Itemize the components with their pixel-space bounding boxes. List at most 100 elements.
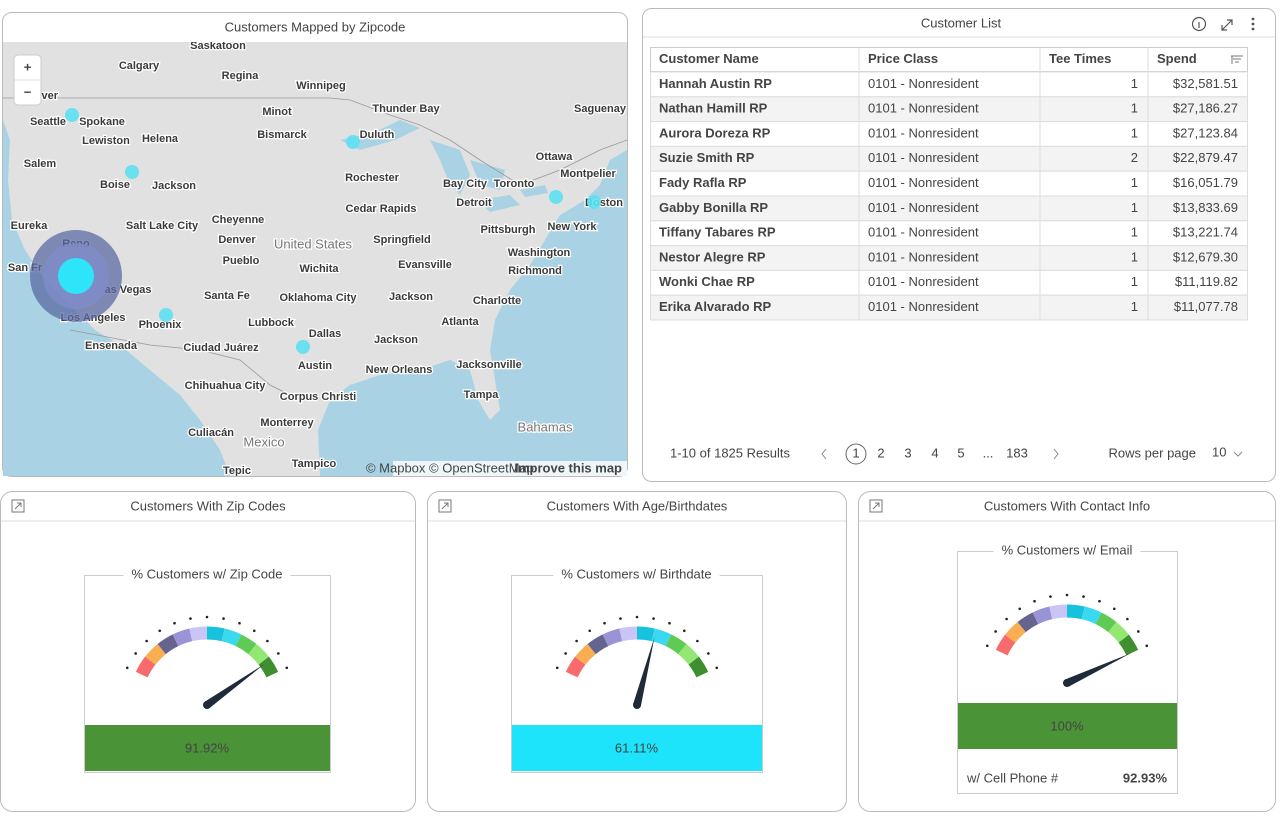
marker[interactable] xyxy=(587,195,601,209)
page-link[interactable]: ... xyxy=(983,445,994,460)
gauge-value: 61.11% xyxy=(615,740,659,755)
needle-hub xyxy=(1063,679,1071,687)
page-link[interactable]: 1 xyxy=(852,445,859,460)
table-cell: 0101 - Nonresident xyxy=(868,225,979,240)
gauge-segment xyxy=(636,626,655,642)
gauge-segment xyxy=(145,643,166,665)
gauge-dot xyxy=(1098,599,1101,603)
gauge-dot xyxy=(125,666,129,670)
list-title: Customer List xyxy=(921,15,1002,30)
expand-icon[interactable] xyxy=(1221,19,1233,31)
city-label: Washington xyxy=(508,247,571,259)
attribution-bg xyxy=(393,461,627,476)
gauge-dot xyxy=(252,629,256,633)
gauge-dot xyxy=(1145,644,1149,648)
gauge-segment xyxy=(678,643,699,665)
gauge-dot xyxy=(145,639,148,643)
city-label: Atlanta xyxy=(441,316,479,328)
land xyxy=(3,42,627,476)
gauge-segment xyxy=(1066,604,1085,620)
gauge-segment xyxy=(206,626,225,642)
table-cell: 1 xyxy=(1131,101,1138,116)
gauge-dot xyxy=(1005,617,1008,621)
rows-per-page-label: Rows per page xyxy=(1109,445,1196,460)
marker[interactable] xyxy=(125,165,139,179)
table-cell: $13,833.69 xyxy=(1173,200,1238,215)
gauge-dot xyxy=(555,666,559,670)
city-label: Jackson xyxy=(374,334,418,346)
marker[interactable] xyxy=(296,340,310,354)
city-label: Saskatoon xyxy=(190,40,246,52)
gauge-segment xyxy=(602,628,623,647)
gauge-dot xyxy=(205,615,209,619)
city-label: Lubbock xyxy=(248,317,295,329)
marker[interactable] xyxy=(549,190,563,204)
popout-icon[interactable] xyxy=(11,499,25,513)
gauge-segment xyxy=(1032,606,1053,625)
page-link[interactable]: 4 xyxy=(931,445,938,460)
map[interactable]: SaskatoonCalgaryReginaWinnipegcouverSeat… xyxy=(3,40,627,477)
table-cell: $11,119.82 xyxy=(1175,274,1238,289)
city-label: Seattle xyxy=(30,116,66,128)
gauge-segment xyxy=(189,626,208,642)
table-cell: 0101 - Nonresident xyxy=(868,200,979,215)
city-label: Jackson xyxy=(152,180,196,192)
zoom-out[interactable]: − xyxy=(24,84,32,99)
table-cell: 0101 - Nonresident xyxy=(868,150,979,165)
gauge-label: % Customers w/ Email xyxy=(1002,542,1133,557)
column-header: Spend xyxy=(1157,51,1197,66)
city-label: Bismarck xyxy=(257,129,307,141)
gauge-segment xyxy=(651,628,672,647)
popout-icon[interactable] xyxy=(438,499,452,513)
border xyxy=(69,329,301,401)
page-link[interactable]: 5 xyxy=(957,445,964,460)
page-link[interactable]: 3 xyxy=(904,445,911,460)
cluster[interactable] xyxy=(58,258,94,294)
table-cell: 2 xyxy=(1131,150,1138,165)
table-cell: $27,123.84 xyxy=(1173,125,1238,140)
column-header: Price Class xyxy=(868,51,938,66)
improve-link[interactable]: Improve this map xyxy=(514,460,622,475)
city-label: Evansville xyxy=(398,259,452,271)
border xyxy=(3,97,627,186)
gauge-value: 91.92% xyxy=(185,740,230,755)
marker[interactable] xyxy=(159,308,173,322)
city-label: Richmond xyxy=(508,265,562,277)
info-icon[interactable] xyxy=(1191,16,1207,32)
table-cell: 0101 - Nonresident xyxy=(868,299,979,314)
gauge-dot xyxy=(1126,617,1129,621)
city-label: Winnipeg xyxy=(296,80,345,92)
popout-icon[interactable] xyxy=(869,499,883,513)
zoom-in[interactable]: + xyxy=(24,59,32,74)
gauge-dot xyxy=(715,666,719,670)
rows-per-page[interactable]: 10 xyxy=(1212,444,1226,459)
gauge-segment xyxy=(1005,621,1026,643)
gauge-panel-title: Customers With Age/Birthdates xyxy=(547,498,728,513)
page-link[interactable]: 183 xyxy=(1006,445,1028,460)
gauge-segment xyxy=(565,656,586,678)
table-cell: Tiffany Tabares RP xyxy=(659,225,776,240)
gauge-dot xyxy=(1112,607,1116,611)
city-label: Salem xyxy=(24,158,57,170)
city-label: New Orleans xyxy=(366,364,433,376)
gauge-dot xyxy=(1049,595,1052,598)
gauge-dot xyxy=(619,617,622,620)
marker[interactable] xyxy=(346,135,360,149)
marker[interactable] xyxy=(65,108,79,122)
gauge-segment xyxy=(575,643,596,665)
gauge-dot xyxy=(1082,595,1085,598)
city-label: Tampa xyxy=(464,389,500,401)
table-cell: 1 xyxy=(1131,225,1138,240)
gauge-dot xyxy=(575,639,578,643)
attribution[interactable]: © Mapbox © OpenStreetMap xyxy=(366,460,534,475)
column-header: Tee Times xyxy=(1049,51,1111,66)
pager-arrows[interactable] xyxy=(821,448,1243,460)
city-label: Chihuahua City xyxy=(185,380,267,392)
menu-icon[interactable] xyxy=(1251,17,1255,31)
gauge-dot xyxy=(189,617,192,620)
page-link[interactable]: 2 xyxy=(877,445,884,460)
gauge-segment xyxy=(619,626,638,642)
city-label: United States xyxy=(274,236,353,251)
city-label: Jacksonville xyxy=(456,359,521,371)
table-cell: Wonki Chae RP xyxy=(659,274,755,289)
